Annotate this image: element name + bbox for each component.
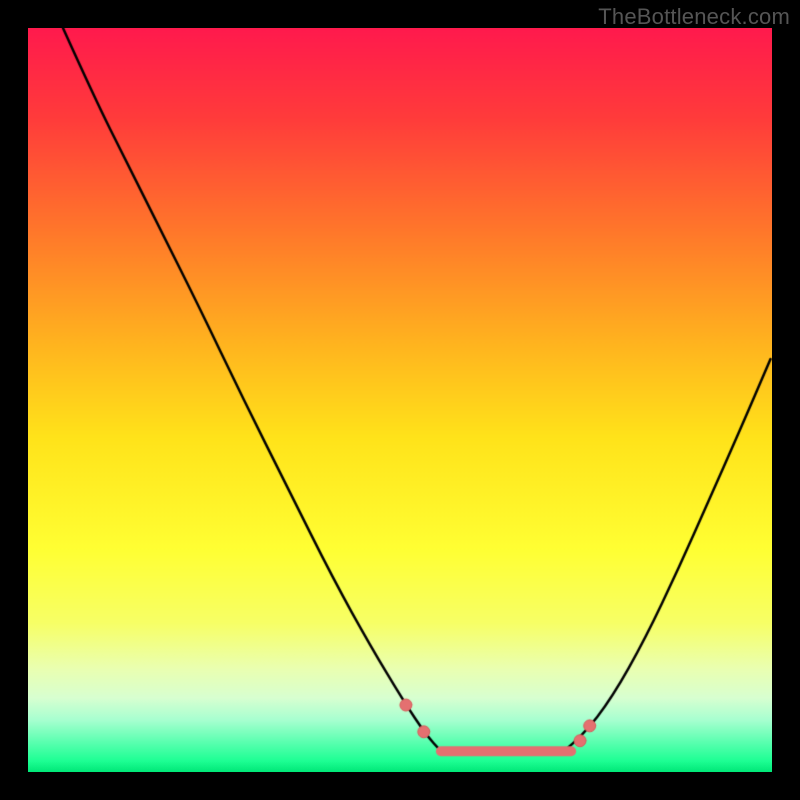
plot-area xyxy=(28,28,772,772)
curve-overlay xyxy=(28,28,772,772)
watermark-text: TheBottleneck.com xyxy=(598,4,790,30)
chart-container: TheBottleneck.com xyxy=(0,0,800,800)
